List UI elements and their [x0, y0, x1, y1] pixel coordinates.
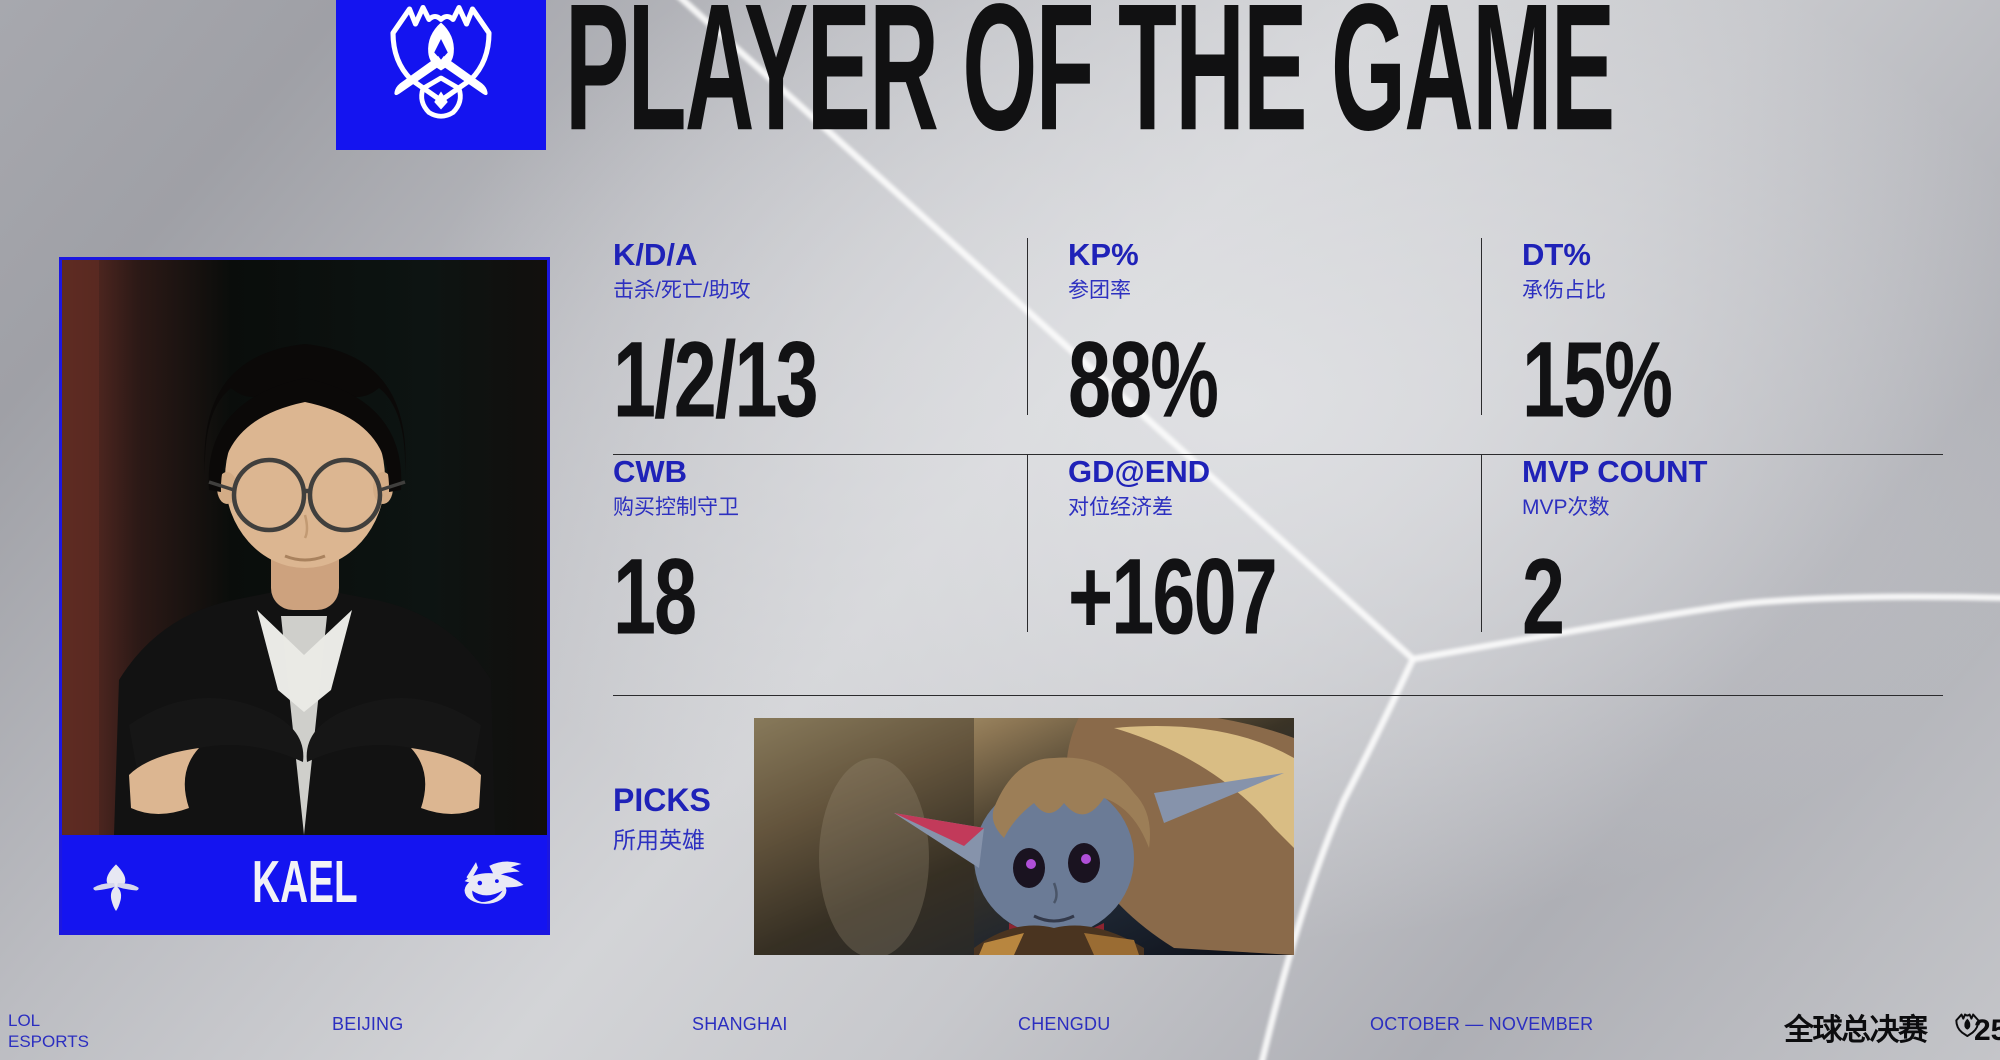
svg-text:25: 25: [1974, 1014, 2000, 1047]
svg-text:全球总决赛: 全球总决赛: [1784, 1013, 1929, 1047]
